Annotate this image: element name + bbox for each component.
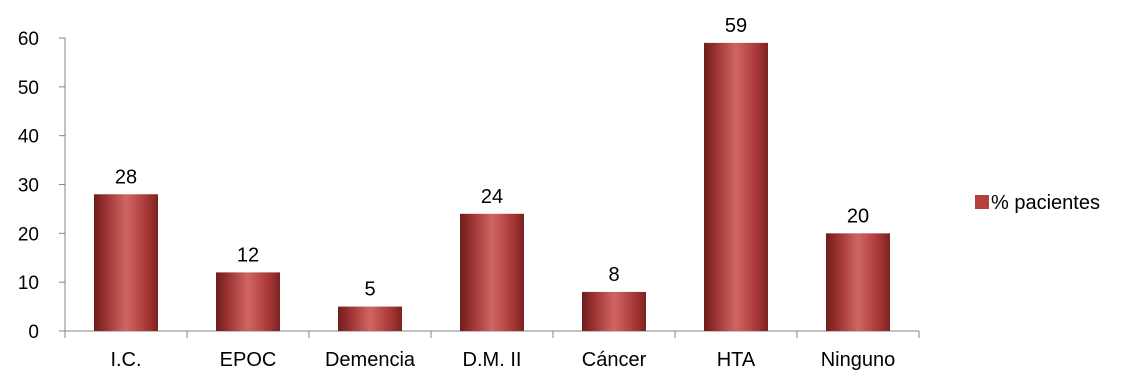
legend-label: % pacientes	[991, 192, 1100, 214]
bar-value-label: 12	[237, 244, 259, 266]
y-tick-label: 20	[18, 224, 39, 245]
bar-value-label: 28	[115, 166, 137, 188]
bar	[94, 194, 158, 331]
x-category-label: Cáncer	[582, 349, 647, 371]
bar	[826, 233, 890, 331]
y-tick-label: 40	[18, 127, 39, 148]
x-category-label: Demencia	[325, 349, 416, 371]
data-labels: 28 12 5 24 8 59 20	[115, 15, 869, 301]
bars	[94, 42, 890, 332]
bar-value-label: 8	[608, 264, 619, 286]
bar	[460, 213, 524, 331]
y-tick-label: 30	[18, 176, 39, 197]
bar	[338, 306, 402, 331]
y-tick-label: 0	[28, 322, 39, 343]
y-tick-label: 50	[18, 78, 39, 99]
bar	[582, 291, 646, 331]
x-category-label: Ninguno	[821, 349, 896, 371]
bar-value-label: 59	[725, 15, 747, 37]
x-category-label: HTA	[717, 349, 756, 371]
x-category-label: D.M. II	[463, 349, 522, 371]
bar	[704, 42, 768, 332]
bar-value-label: 20	[847, 205, 869, 227]
legend-swatch	[975, 195, 989, 209]
legend: % pacientes	[975, 192, 1100, 214]
axes: 0 10 20 30 40 50 60 I.C. EPOC Demencia D.M. II Cánc…	[18, 29, 920, 371]
bar-value-label: 24	[481, 186, 503, 208]
x-category-label: EPOC	[220, 349, 277, 371]
y-tick-label: 60	[18, 29, 39, 50]
bar	[216, 272, 280, 331]
y-tick-label: 10	[18, 273, 39, 294]
x-category-label: I.C.	[110, 349, 141, 371]
bar-value-label: 5	[364, 279, 375, 301]
